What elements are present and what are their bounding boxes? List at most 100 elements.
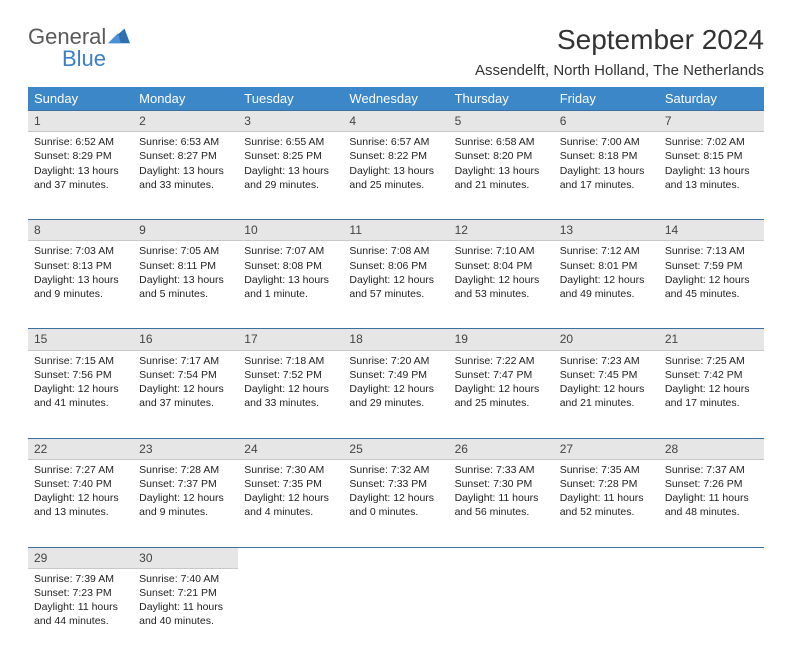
sunrise-line: Sunrise: 6:55 AM	[244, 135, 337, 149]
calendar-table: Sunday Monday Tuesday Wednesday Thursday…	[28, 87, 764, 656]
day-body-cell: Sunrise: 7:03 AMSunset: 8:13 PMDaylight:…	[28, 241, 133, 329]
day-body-row: Sunrise: 7:39 AMSunset: 7:23 PMDaylight:…	[28, 568, 764, 656]
day-body-cell: Sunrise: 6:57 AMSunset: 8:22 PMDaylight:…	[343, 132, 448, 220]
day-number-cell: 24	[238, 438, 343, 459]
sunset-line: Sunset: 8:13 PM	[34, 259, 127, 273]
day-body-cell: Sunrise: 6:53 AMSunset: 8:27 PMDaylight:…	[133, 132, 238, 220]
sunrise-line: Sunrise: 7:40 AM	[139, 572, 232, 586]
day-number-row: 22232425262728	[28, 438, 764, 459]
daylight-line: Daylight: 12 hours and 0 minutes.	[349, 491, 442, 519]
day-number-cell: 20	[554, 329, 659, 350]
day-number-row: 891011121314	[28, 220, 764, 241]
sunset-line: Sunset: 8:20 PM	[455, 149, 548, 163]
daylight-line: Daylight: 12 hours and 25 minutes.	[455, 382, 548, 410]
sunrise-line: Sunrise: 6:58 AM	[455, 135, 548, 149]
sunrise-line: Sunrise: 7:02 AM	[665, 135, 758, 149]
day-body-cell: Sunrise: 7:10 AMSunset: 8:04 PMDaylight:…	[449, 241, 554, 329]
day-number-cell	[659, 547, 764, 568]
sunrise-line: Sunrise: 7:10 AM	[455, 244, 548, 258]
day-number-cell	[449, 547, 554, 568]
day-number-cell: 15	[28, 329, 133, 350]
day-body-cell: Sunrise: 7:12 AMSunset: 8:01 PMDaylight:…	[554, 241, 659, 329]
day-body-cell: Sunrise: 7:28 AMSunset: 7:37 PMDaylight:…	[133, 459, 238, 547]
sunrise-line: Sunrise: 7:15 AM	[34, 354, 127, 368]
day-body-cell: Sunrise: 7:23 AMSunset: 7:45 PMDaylight:…	[554, 350, 659, 438]
sunset-line: Sunset: 8:15 PM	[665, 149, 758, 163]
day-body-cell: Sunrise: 7:13 AMSunset: 7:59 PMDaylight:…	[659, 241, 764, 329]
day-body-cell: Sunrise: 7:17 AMSunset: 7:54 PMDaylight:…	[133, 350, 238, 438]
day-number-cell: 11	[343, 220, 448, 241]
sunset-line: Sunset: 8:11 PM	[139, 259, 232, 273]
day-number-cell: 28	[659, 438, 764, 459]
sunset-line: Sunset: 8:01 PM	[560, 259, 653, 273]
sunrise-line: Sunrise: 6:57 AM	[349, 135, 442, 149]
daylight-line: Daylight: 13 hours and 37 minutes.	[34, 164, 127, 192]
day-number-cell: 13	[554, 220, 659, 241]
day-body-cell: Sunrise: 7:18 AMSunset: 7:52 PMDaylight:…	[238, 350, 343, 438]
sunrise-line: Sunrise: 7:28 AM	[139, 463, 232, 477]
day-body-cell: Sunrise: 7:22 AMSunset: 7:47 PMDaylight:…	[449, 350, 554, 438]
sunset-line: Sunset: 7:45 PM	[560, 368, 653, 382]
sunset-line: Sunset: 7:59 PM	[665, 259, 758, 273]
day-number-cell: 8	[28, 220, 133, 241]
logo-word2: Blue	[62, 46, 130, 72]
day-body-cell: Sunrise: 7:37 AMSunset: 7:26 PMDaylight:…	[659, 459, 764, 547]
title-block: September 2024 Assendelft, North Holland…	[475, 24, 764, 79]
day-number-row: 2930	[28, 547, 764, 568]
day-body-row: Sunrise: 7:03 AMSunset: 8:13 PMDaylight:…	[28, 241, 764, 329]
weekday-header-row: Sunday Monday Tuesday Wednesday Thursday…	[28, 87, 764, 111]
day-number-cell: 5	[449, 111, 554, 132]
day-body-cell: Sunrise: 7:35 AMSunset: 7:28 PMDaylight:…	[554, 459, 659, 547]
day-number-cell: 2	[133, 111, 238, 132]
daylight-line: Daylight: 12 hours and 4 minutes.	[244, 491, 337, 519]
weekday-header: Monday	[133, 87, 238, 111]
sunrise-line: Sunrise: 7:33 AM	[455, 463, 548, 477]
daylight-line: Daylight: 11 hours and 52 minutes.	[560, 491, 653, 519]
weekday-header: Tuesday	[238, 87, 343, 111]
day-number-cell: 23	[133, 438, 238, 459]
daylight-line: Daylight: 12 hours and 17 minutes.	[665, 382, 758, 410]
weekday-header: Thursday	[449, 87, 554, 111]
sunrise-line: Sunrise: 7:18 AM	[244, 354, 337, 368]
day-number-cell: 30	[133, 547, 238, 568]
day-body-cell: Sunrise: 6:52 AMSunset: 8:29 PMDaylight:…	[28, 132, 133, 220]
day-number-cell: 4	[343, 111, 448, 132]
location-text: Assendelft, North Holland, The Netherlan…	[475, 62, 764, 79]
sunset-line: Sunset: 7:21 PM	[139, 586, 232, 600]
day-number-cell: 9	[133, 220, 238, 241]
day-body-cell	[343, 568, 448, 656]
daylight-line: Daylight: 12 hours and 13 minutes.	[34, 491, 127, 519]
daylight-line: Daylight: 12 hours and 49 minutes.	[560, 273, 653, 301]
day-number-cell: 14	[659, 220, 764, 241]
sunrise-line: Sunrise: 7:39 AM	[34, 572, 127, 586]
sunset-line: Sunset: 7:40 PM	[34, 477, 127, 491]
sunset-line: Sunset: 7:28 PM	[560, 477, 653, 491]
sunrise-line: Sunrise: 7:23 AM	[560, 354, 653, 368]
sunrise-line: Sunrise: 7:05 AM	[139, 244, 232, 258]
header: General Blue September 2024 Assendelft, …	[28, 24, 764, 79]
sunrise-line: Sunrise: 7:17 AM	[139, 354, 232, 368]
sunset-line: Sunset: 7:33 PM	[349, 477, 442, 491]
sunrise-line: Sunrise: 7:13 AM	[665, 244, 758, 258]
sunset-line: Sunset: 7:37 PM	[139, 477, 232, 491]
sunset-line: Sunset: 8:04 PM	[455, 259, 548, 273]
day-number-cell: 29	[28, 547, 133, 568]
daylight-line: Daylight: 13 hours and 29 minutes.	[244, 164, 337, 192]
day-number-cell: 18	[343, 329, 448, 350]
day-number-cell: 16	[133, 329, 238, 350]
daylight-line: Daylight: 12 hours and 41 minutes.	[34, 382, 127, 410]
weekday-header: Saturday	[659, 87, 764, 111]
day-body-cell: Sunrise: 7:27 AMSunset: 7:40 PMDaylight:…	[28, 459, 133, 547]
weekday-header: Friday	[554, 87, 659, 111]
day-body-cell	[238, 568, 343, 656]
sunset-line: Sunset: 7:35 PM	[244, 477, 337, 491]
daylight-line: Daylight: 12 hours and 9 minutes.	[139, 491, 232, 519]
day-number-cell: 3	[238, 111, 343, 132]
day-body-cell: Sunrise: 7:25 AMSunset: 7:42 PMDaylight:…	[659, 350, 764, 438]
day-body-cell: Sunrise: 7:07 AMSunset: 8:08 PMDaylight:…	[238, 241, 343, 329]
sunset-line: Sunset: 8:18 PM	[560, 149, 653, 163]
day-body-cell: Sunrise: 6:58 AMSunset: 8:20 PMDaylight:…	[449, 132, 554, 220]
day-number-cell: 26	[449, 438, 554, 459]
day-body-cell: Sunrise: 7:32 AMSunset: 7:33 PMDaylight:…	[343, 459, 448, 547]
weekday-header: Sunday	[28, 87, 133, 111]
